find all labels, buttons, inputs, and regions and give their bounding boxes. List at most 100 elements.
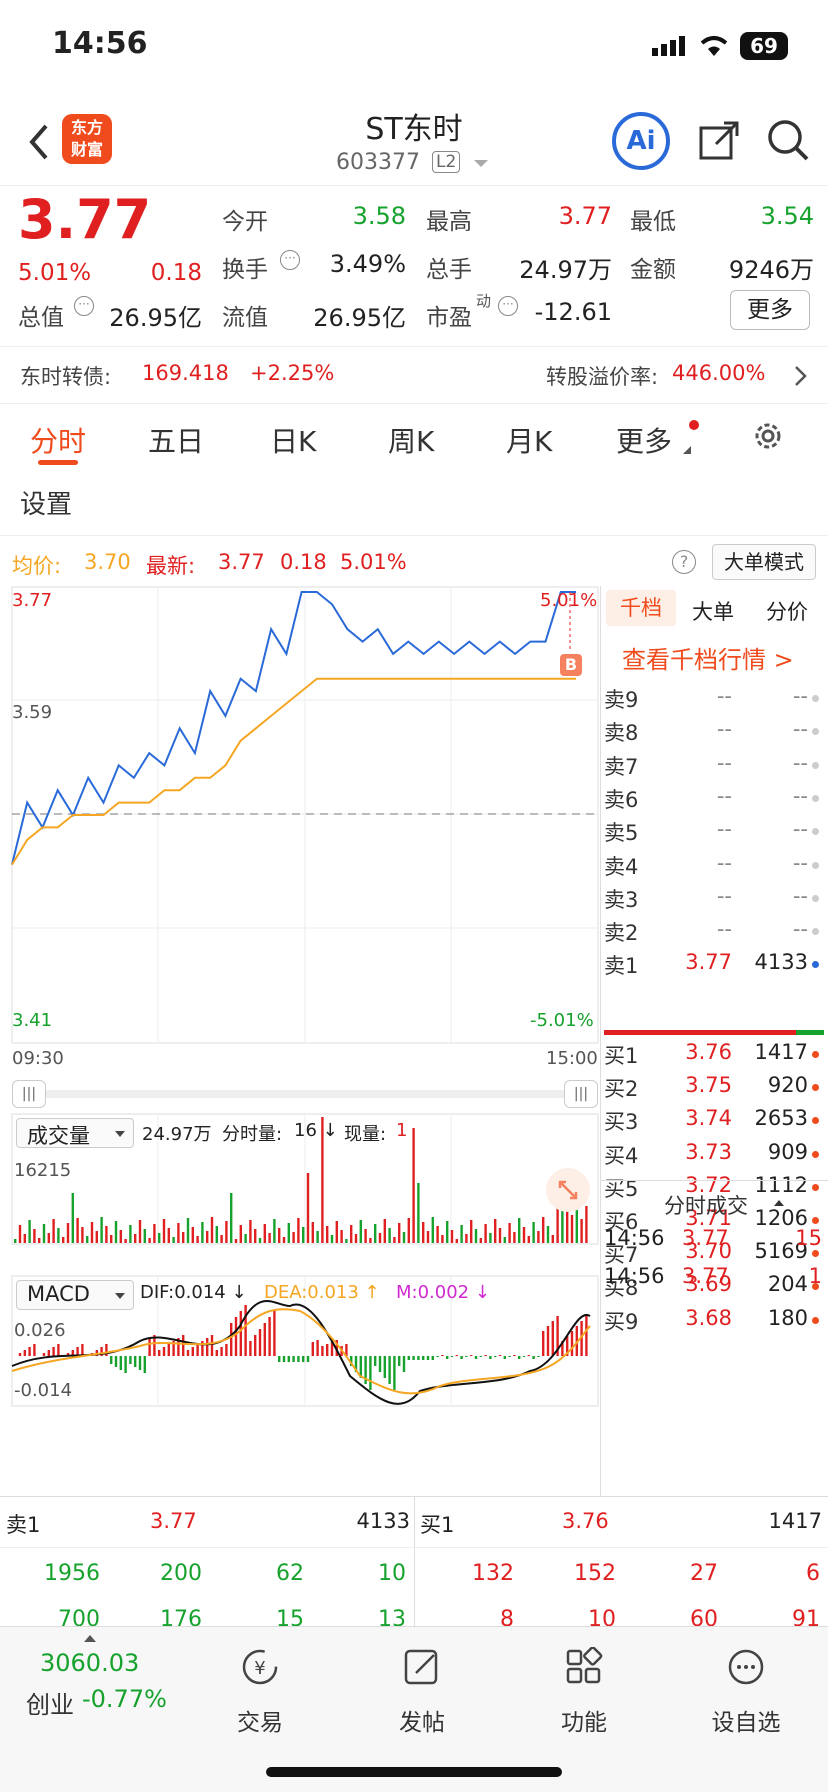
- bid-row[interactable]: 买3 3.74 2653: [600, 1106, 828, 1136]
- index-name: 创业: [26, 1691, 74, 1719]
- big-order-mode-button[interactable]: 大单模式: [712, 544, 816, 580]
- volume-bar: [489, 1233, 492, 1243]
- macd-bar: [455, 1355, 458, 1356]
- ask-row[interactable]: 卖6 -- --: [600, 784, 828, 814]
- bid-row[interactable]: 买1 3.76 1417: [600, 1040, 828, 1070]
- expand-button[interactable]: [546, 1168, 590, 1212]
- volume-bar: [76, 1218, 79, 1243]
- info-icon[interactable]: ···: [498, 296, 518, 316]
- ask-row[interactable]: 卖1 3.77 4133: [600, 950, 828, 980]
- volume-selector[interactable]: 成交量: [16, 1118, 134, 1148]
- open-value: 3.58: [352, 202, 406, 230]
- volume-bar: [455, 1239, 458, 1243]
- volume-bar: [81, 1227, 84, 1243]
- settings-gear-button[interactable]: [752, 420, 784, 456]
- ask-row[interactable]: 卖3 -- --: [600, 884, 828, 914]
- notification-dot: [689, 420, 699, 430]
- share-button[interactable]: [698, 118, 740, 166]
- avg-price-line: [11, 677, 576, 866]
- ask-row[interactable]: 卖4 -- --: [600, 851, 828, 881]
- caret-down-icon: [115, 1293, 125, 1299]
- bid-row[interactable]: 买4 3.73 909: [600, 1140, 828, 1170]
- macd-bar: [436, 1356, 439, 1357]
- help-icon[interactable]: ?: [672, 550, 696, 574]
- settings-tab[interactable]: 设置: [20, 490, 73, 520]
- tab-intraday[interactable]: 分时: [30, 425, 87, 458]
- macd-bar: [412, 1356, 415, 1360]
- macd-bar: [326, 1344, 329, 1356]
- bid-row[interactable]: 买6 3.71 1206: [600, 1206, 828, 1236]
- volume-bar: [215, 1226, 218, 1243]
- bid-row[interactable]: 买8 3.69 204: [600, 1272, 828, 1302]
- macd-bar: [177, 1338, 180, 1356]
- tab-watchlist[interactable]: 设自选: [686, 1647, 806, 1737]
- volume-bar: [465, 1234, 468, 1243]
- order-volume: --: [792, 750, 808, 775]
- volume-bar: [561, 1211, 564, 1243]
- macd-bar: [100, 1347, 103, 1356]
- divider: [0, 1547, 828, 1548]
- volume-bar: [258, 1238, 262, 1243]
- ai-button[interactable]: Ai: [612, 112, 670, 170]
- macd-bar: [153, 1335, 156, 1356]
- tab-five-day[interactable]: 五日: [148, 425, 205, 458]
- volume-bar: [148, 1238, 151, 1243]
- caret-down-icon[interactable]: [474, 160, 488, 167]
- book-tab-bigorder[interactable]: 大单: [692, 600, 734, 624]
- tab-week-k[interactable]: 周K: [388, 425, 435, 458]
- tab-post[interactable]: 发帖: [362, 1647, 482, 1737]
- tab-functions[interactable]: 功能: [524, 1646, 644, 1737]
- macd-bar: [321, 1346, 324, 1356]
- level2-queue-table: 卖1 3.77 4133 买1 3.76 1417 1956 200 62 10…: [0, 1496, 828, 1632]
- order-dot: [812, 1117, 819, 1125]
- volume-bar: [551, 1235, 554, 1243]
- info-icon[interactable]: ···: [280, 250, 300, 270]
- volume-bar: [47, 1233, 50, 1243]
- ask-row[interactable]: 卖7 -- --: [600, 751, 828, 781]
- ask-row[interactable]: 卖5 -- --: [600, 817, 828, 847]
- ask-row[interactable]: 卖8 -- --: [600, 717, 828, 747]
- bid-row[interactable]: 买2 3.75 920: [600, 1073, 828, 1103]
- search-button[interactable]: [766, 118, 810, 166]
- macd-bar: [422, 1356, 425, 1360]
- book-tab-price[interactable]: 分价: [766, 600, 808, 624]
- volume-bar: [196, 1236, 199, 1243]
- slider-right-handle[interactable]: |||: [564, 1080, 598, 1108]
- intraday-chart[interactable]: [0, 586, 600, 1496]
- index-widget[interactable]: 3060.03 创业 -0.77%: [20, 1633, 180, 1723]
- book-tab-qiandang[interactable]: 千档: [606, 590, 676, 626]
- back-button[interactable]: [24, 120, 54, 164]
- yuan-circle-icon: ¥: [242, 1649, 278, 1685]
- volume-bar: [570, 1215, 574, 1243]
- buy-marker-badge[interactable]: B: [560, 654, 582, 676]
- ask-row[interactable]: 卖2 -- --: [600, 917, 828, 947]
- sell-queue-volume: 4133: [356, 1509, 410, 1533]
- info-icon[interactable]: ···: [74, 296, 94, 316]
- order-price: --: [716, 883, 732, 908]
- bid-row[interactable]: 买7 3.70 5169: [600, 1239, 828, 1269]
- convertible-bond-bar[interactable]: 东时转债: 169.418 +2.25% 转股溢价率: 446.00%: [0, 346, 828, 404]
- macd-bar: [18, 1353, 22, 1356]
- tab-more[interactable]: 更多: [616, 425, 673, 458]
- grid-icon: [566, 1646, 603, 1684]
- macd-selector[interactable]: MACD: [16, 1280, 134, 1310]
- more-button[interactable]: 更多: [730, 290, 810, 330]
- time-range-slider[interactable]: ||| |||: [12, 1080, 598, 1108]
- order-dot: [812, 1051, 819, 1058]
- order-dot: [812, 728, 819, 736]
- tab-day-k[interactable]: 日K: [270, 425, 317, 458]
- ask-row[interactable]: 卖9 -- --: [600, 684, 828, 714]
- order-level-label: 买5: [604, 1176, 639, 1201]
- macd-bar: [119, 1356, 122, 1370]
- macd-bar: [426, 1356, 430, 1360]
- trades-title[interactable]: 分时成交: [664, 1194, 748, 1218]
- tab-month-k[interactable]: 月K: [506, 425, 553, 458]
- slider-left-handle[interactable]: |||: [12, 1080, 46, 1108]
- bid-row[interactable]: 买9 3.68 180: [600, 1306, 828, 1336]
- level-badge[interactable]: L2: [432, 151, 461, 173]
- volume-bar: [470, 1220, 473, 1243]
- tab-trade[interactable]: ¥ 交易: [200, 1647, 320, 1737]
- volume-bar: [23, 1234, 26, 1243]
- volume-bar: [369, 1238, 372, 1243]
- qiandang-link[interactable]: 查看千档行情 >: [622, 646, 794, 674]
